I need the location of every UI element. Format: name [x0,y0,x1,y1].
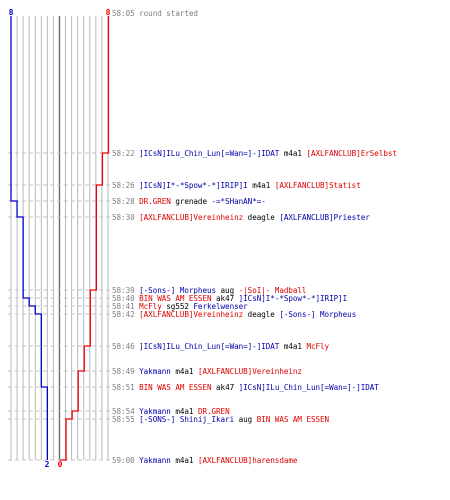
event-time: 58:28 [112,196,135,206]
player-name: [-Sons-] Morpheus [139,285,217,295]
player-name: McFly [306,341,330,351]
player-name: DR.GREN [197,406,230,416]
blue-start-count: 8 [9,8,14,17]
player-name: [AXLFANCLUB]Priester [279,212,370,222]
event-row: 59:00 Yakmann m4a1 [AXLFANCLUB]harensdam… [112,456,297,465]
weapon-name: m4a1 [279,148,307,158]
weapon-name: grenade [170,196,212,206]
player-name: [AXLFANCLUB]ErSelbst [306,148,397,158]
player-name: BIN WAS AM ESSEN [139,293,212,303]
player-name: ]ICsN]I*-*Spow*-*]IRIP]I [139,180,248,190]
event-time: 58:41 [112,301,135,311]
red-team-alive-line [60,16,110,461]
player-name: [AXLFANCLUB]Vereinheinz [139,309,244,319]
event-time: 58:49 [112,366,135,376]
event-time: 59:00 [112,455,135,465]
player-name: McFly [139,301,162,311]
weapon-name: aug [234,414,257,424]
weapon-name: deagle [243,309,280,319]
event-time: 58:40 [112,293,135,303]
weapon-name: m4a1 [170,366,198,376]
player-name: Yakmann [139,406,171,416]
player-name: [-Sons-] Morpheus [279,309,357,319]
player-grid [10,16,109,460]
weapon-name: m4a1 [279,341,307,351]
event-row: 58:54 Yakmann m4a1 DR.GREN [112,407,230,416]
player-name: ]ICsN]ILu_Chin_Lun[=Wan=]-]IDAT [139,341,280,351]
player-name: Yakmann [139,366,171,376]
player-name: [AXLFANCLUB]Vereinheinz [197,366,302,376]
event-time: 58:05 [112,8,135,18]
player-name: DR.GREN [139,196,171,206]
event-row: 58:30 [AXLFANCLUB]Vereinheinz deagle [AX… [112,213,370,222]
event-row: 58:39 [-Sons-] Morpheus aug -|SoI|- Madb… [112,285,307,295]
player-name: [AXLFANCLUB]Vereinheinz [139,212,244,222]
player-name: BIN WAS AM ESSEN [256,414,330,424]
red-end-count: 0 [58,460,63,469]
player-name: [-SONS-] Shinij_Ikari [139,414,235,424]
event-time: 58:22 [112,148,135,158]
event-time: 58:30 [112,212,135,222]
weapon-name: m4a1 [170,455,198,465]
red-start-count: 8 [106,8,111,17]
weapon-name: m4a1 [170,406,198,416]
weapon-name: ak47 [211,293,239,303]
player-name: Yakmann [139,455,171,465]
player-name: BIN WAS AM ESSEN [139,382,212,392]
event-row: 58:05 round started [112,9,198,18]
player-name: [AXLFANCLUB]Statist [274,180,361,190]
event-time: 58:46 [112,341,135,351]
event-row: 58:46 ]ICsN]ILu_Chin_Lun[=Wan=]-]IDAT m4… [112,342,329,351]
event-time: 58:26 [112,180,135,190]
blue-end-count: 2 [45,460,50,469]
weapon-name: aug [216,285,239,295]
event-row: 58:40 BIN WAS AM ESSEN ak47 ]ICsN]I*-*Sp… [112,294,347,303]
event-row: 58:22 ]ICsN]ILu_Chin_Lun[=Wan=]-]IDAT m4… [112,149,397,158]
event-time: 58:55 [112,414,135,424]
player-name: -=*SHanAN*=- [211,196,266,206]
player-name: Ferkelwenser [193,301,248,311]
weapon-name: ak47 [211,382,239,392]
weapon-name: sg552 [161,301,194,311]
player-name: ]ICsN]ILu_Chin_Lun[=Wan=]-]IDAT [139,148,280,158]
event-row: 58:55 [-SONS-] Shinij_Ikari aug BIN WAS … [112,415,329,424]
event-text: round started [139,8,198,18]
event-row: 58:49 Yakmann m4a1 [AXLFANCLUB]Vereinhei… [112,367,302,376]
player-name: -|SoI|- Madball [238,285,307,295]
player-name: [AXLFANCLUB]harensdame [197,455,298,465]
event-row: 58:41 McFly sg552 Ferkelwenser [112,302,248,311]
event-time: 58:42 [112,309,135,319]
event-row: 58:51 BIN WAS AM ESSEN ak47 ]ICsN]ILu_Ch… [112,383,379,392]
event-time: 58:51 [112,382,135,392]
blue-team-alive-line [10,16,49,460]
event-time: 58:39 [112,285,135,295]
weapon-name: m4a1 [247,180,275,190]
player-name: ]ICsN]ILu_Chin_Lun[=Wan=]-]IDAT [238,382,379,392]
event-row: 58:26 ]ICsN]I*-*Spow*-*]IRIP]I m4a1 [AXL… [112,181,361,190]
player-name: ]ICsN]I*-*Spow*-*]IRIP]I [238,293,348,303]
event-row: 58:42 [AXLFANCLUB]Vereinheinz deagle [-S… [112,310,356,319]
event-row: 58:28 DR.GREN grenade -=*SHanAN*=- [112,197,266,206]
weapon-name: deagle [243,212,280,222]
event-time: 58:54 [112,406,135,416]
